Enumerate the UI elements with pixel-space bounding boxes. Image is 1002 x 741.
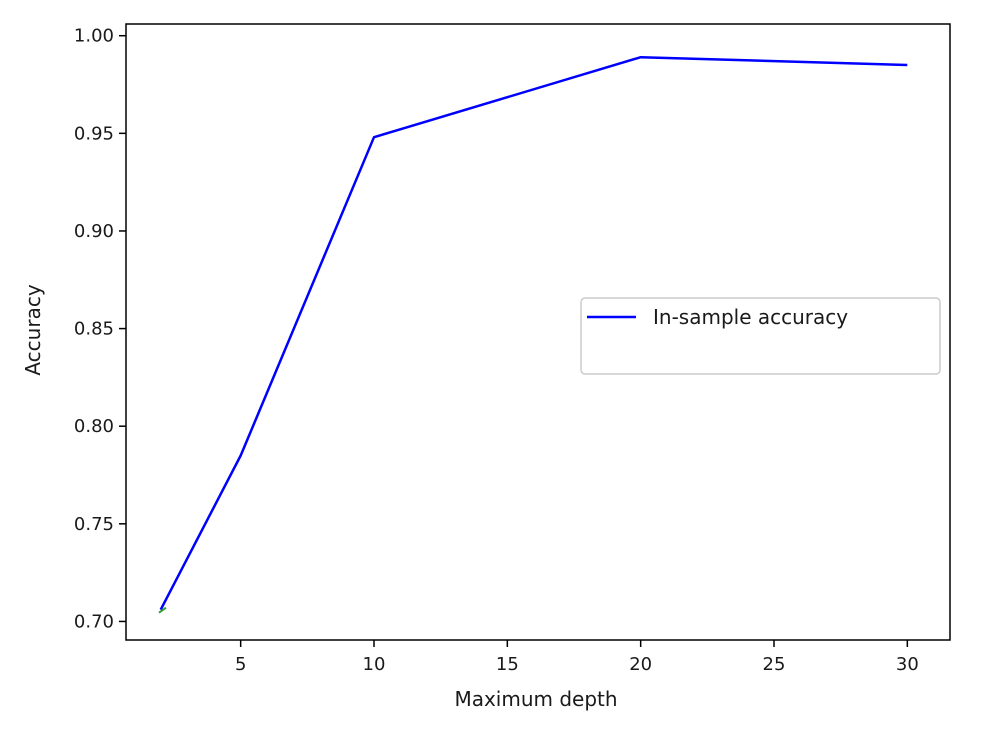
x-tick-label: 20 (629, 654, 652, 675)
y-tick-label: 0.70 (74, 611, 114, 632)
x-tick-label: 30 (896, 654, 919, 675)
x-tick-label: 10 (363, 654, 386, 675)
x-tick-label: 15 (496, 654, 519, 675)
artifact-mark (158, 606, 167, 614)
y-tick-label: 1.00 (74, 26, 114, 47)
plot-area (158, 55, 908, 614)
legend-box (580, 297, 941, 375)
legend: In-sample accuracy (580, 297, 941, 375)
legend-entry-label: In-sample accuracy (653, 305, 848, 329)
axis-ticks: 5 10 15 20 25 30 0.70 0.75 0.80 0.85 0.90 0.95 1.00 (74, 26, 919, 675)
y-tick-label: 0.75 (74, 514, 114, 535)
y-tick-label: 0.80 (74, 416, 114, 437)
series-line-0 (159, 55, 908, 611)
y-tick-label: 0.85 (74, 319, 114, 340)
y-axis-label: Accuracy (21, 284, 45, 375)
x-axis-label: Maximum depth (454, 687, 617, 711)
x-tick-label: 25 (763, 654, 786, 675)
y-tick-label: 0.95 (74, 123, 114, 144)
x-tick-label: 5 (235, 654, 246, 675)
axes-frame (125, 23, 951, 641)
plot-frame (125, 23, 951, 641)
y-tick-label: 0.90 (74, 221, 114, 242)
